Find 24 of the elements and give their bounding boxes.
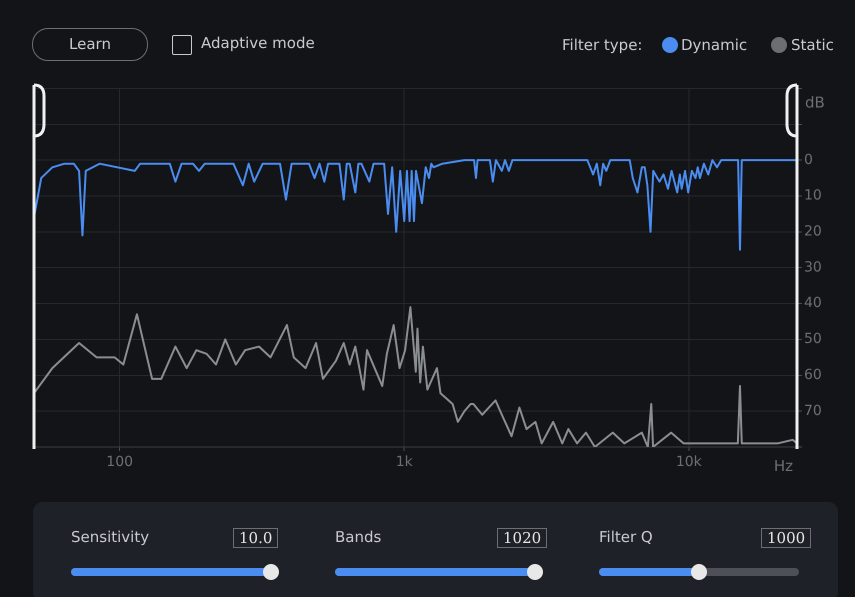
text: Static <box>791 36 834 54</box>
x-tick-label: 1k <box>396 454 414 470</box>
y-tick-label: 30 <box>804 259 822 276</box>
y-axis-title: dB <box>805 93 825 112</box>
y-tick-label: 70 <box>804 402 822 419</box>
x-tick-label: 10k <box>676 454 703 470</box>
text: Sensitivity <box>71 528 150 546</box>
y-tick-label: 20 <box>804 223 822 240</box>
text: Adaptive mode <box>201 34 315 52</box>
text: 1020 <box>497 528 548 548</box>
y-tick-label: 50 <box>804 331 822 348</box>
text: Filter type: <box>562 36 642 54</box>
x-tick-label: 100 <box>106 454 134 470</box>
x-axis-title: Hz <box>774 456 794 475</box>
y-tick-label: 10 <box>804 188 822 204</box>
text: Bands <box>335 528 382 546</box>
text: 1000 <box>761 528 812 548</box>
y-tick-label: 0 <box>804 152 813 168</box>
text: Dynamic <box>681 36 748 54</box>
y-tick-label: 60 <box>804 366 822 383</box>
text: 10.0 <box>233 528 278 548</box>
text: Filter Q <box>599 528 653 546</box>
learn-button: Learn <box>32 28 148 61</box>
y-tick-label: 40 <box>804 295 822 312</box>
